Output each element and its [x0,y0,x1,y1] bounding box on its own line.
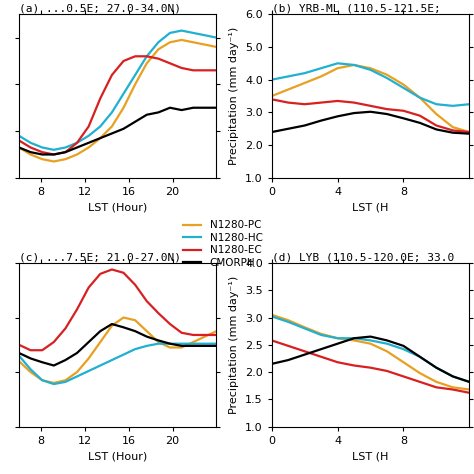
X-axis label: LST (H: LST (H [352,451,389,461]
Y-axis label: Precipitation (mm day⁻¹): Precipitation (mm day⁻¹) [229,276,239,414]
X-axis label: LST (H: LST (H [352,202,389,212]
Text: (c) ...7.5E; 21.0-27.0N): (c) ...7.5E; 21.0-27.0N) [19,252,181,262]
Y-axis label: Precipitation (mm day⁻¹): Precipitation (mm day⁻¹) [229,27,239,165]
X-axis label: LST (Hour): LST (Hour) [88,202,147,212]
Text: (b) YRB-ML (110.5-121.5E;: (b) YRB-ML (110.5-121.5E; [272,3,440,13]
Text: (d) LYB (110.5-120.0E; 33.0: (d) LYB (110.5-120.0E; 33.0 [272,252,454,262]
Text: (a) ...0.5E; 27.0-34.0N): (a) ...0.5E; 27.0-34.0N) [19,3,181,13]
Legend: N1280-PC, N1280-HC, N1280-EC, CMORPH: N1280-PC, N1280-HC, N1280-EC, CMORPH [179,216,267,272]
X-axis label: LST (Hour): LST (Hour) [88,451,147,461]
